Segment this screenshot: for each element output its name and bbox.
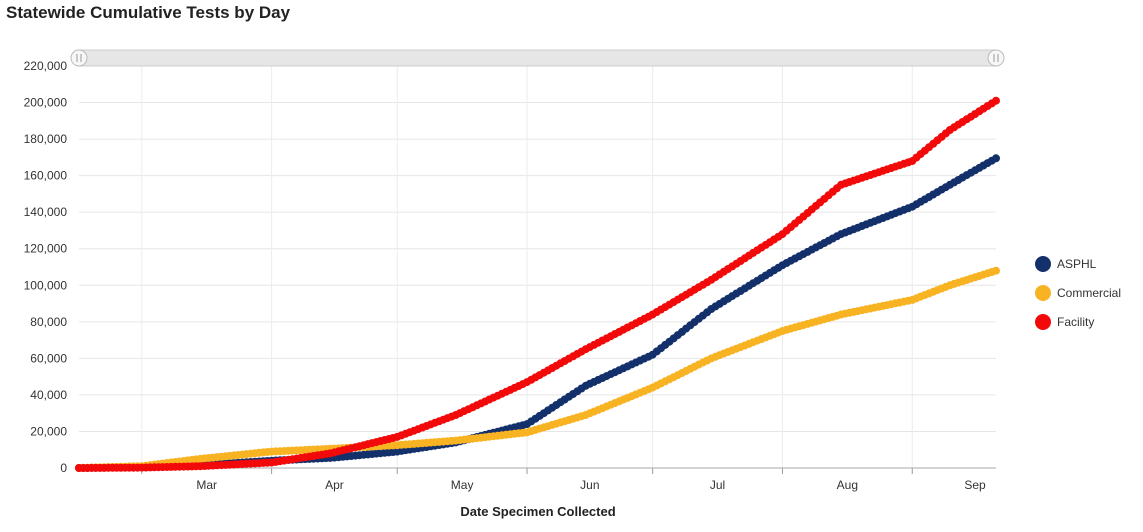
data-point[interactable] (992, 266, 1000, 275)
x-axis-title: Date Specimen Collected (460, 504, 615, 519)
x-tick-label: Apr (325, 478, 344, 492)
series-layer (75, 96, 1000, 472)
y-tick-label: 220,000 (24, 59, 68, 73)
navigator-left-handle[interactable] (70, 49, 88, 67)
y-tick-label: 180,000 (24, 132, 68, 146)
series-line[interactable] (76, 267, 999, 471)
legend-marker-icon (1035, 314, 1051, 330)
range-navigator[interactable] (70, 49, 1005, 67)
y-tick-label: 0 (60, 461, 67, 475)
x-tick-label: Aug (837, 478, 858, 492)
legend-label: Facility (1057, 315, 1095, 329)
series-commercial[interactable] (75, 266, 1000, 472)
grid-lines (79, 65, 996, 469)
y-tick-label: 120,000 (24, 242, 68, 256)
y-tick-label: 80,000 (30, 315, 67, 329)
data-point[interactable] (992, 96, 1000, 105)
series-facility[interactable] (75, 96, 1000, 472)
navigator-bar[interactable] (78, 49, 997, 67)
legend-marker-icon (1035, 256, 1051, 272)
y-tick-label: 20,000 (30, 424, 67, 438)
chart-title: Statewide Cumulative Tests by Day (6, 3, 291, 22)
y-tick-label: 200,000 (24, 96, 68, 110)
data-point[interactable] (992, 154, 1000, 163)
legend-item-facility[interactable]: Facility (1035, 310, 1121, 334)
y-axis: 0 20,000 40,000 60,000 80,000 100,000 120,000 1… (24, 59, 68, 475)
legend-item-asphl[interactable]: ASPHL (1035, 252, 1121, 276)
x-axis: Mar Apr May Jun Jul Aug Sep (79, 467, 996, 492)
y-tick-label: 60,000 (30, 351, 67, 365)
legend: ASPHL Commercial Facility (1035, 252, 1121, 339)
x-tick-label: Jun (580, 478, 599, 492)
legend-item-commercial[interactable]: Commercial (1035, 281, 1121, 305)
y-tick-label: 100,000 (24, 278, 68, 292)
y-tick-label: 40,000 (30, 388, 67, 402)
navigator-right-handle[interactable] (987, 49, 1005, 67)
x-tick-label: May (451, 478, 474, 492)
legend-label: ASPHL (1057, 257, 1097, 271)
y-tick-label: 160,000 (24, 169, 68, 183)
legend-label: Commercial (1057, 286, 1122, 300)
y-tick-label: 140,000 (24, 205, 68, 219)
legend-marker-icon (1035, 285, 1051, 301)
x-tick-label: Sep (964, 478, 986, 492)
x-tick-label: Jul (710, 478, 725, 492)
x-tick-label: Mar (196, 478, 217, 492)
